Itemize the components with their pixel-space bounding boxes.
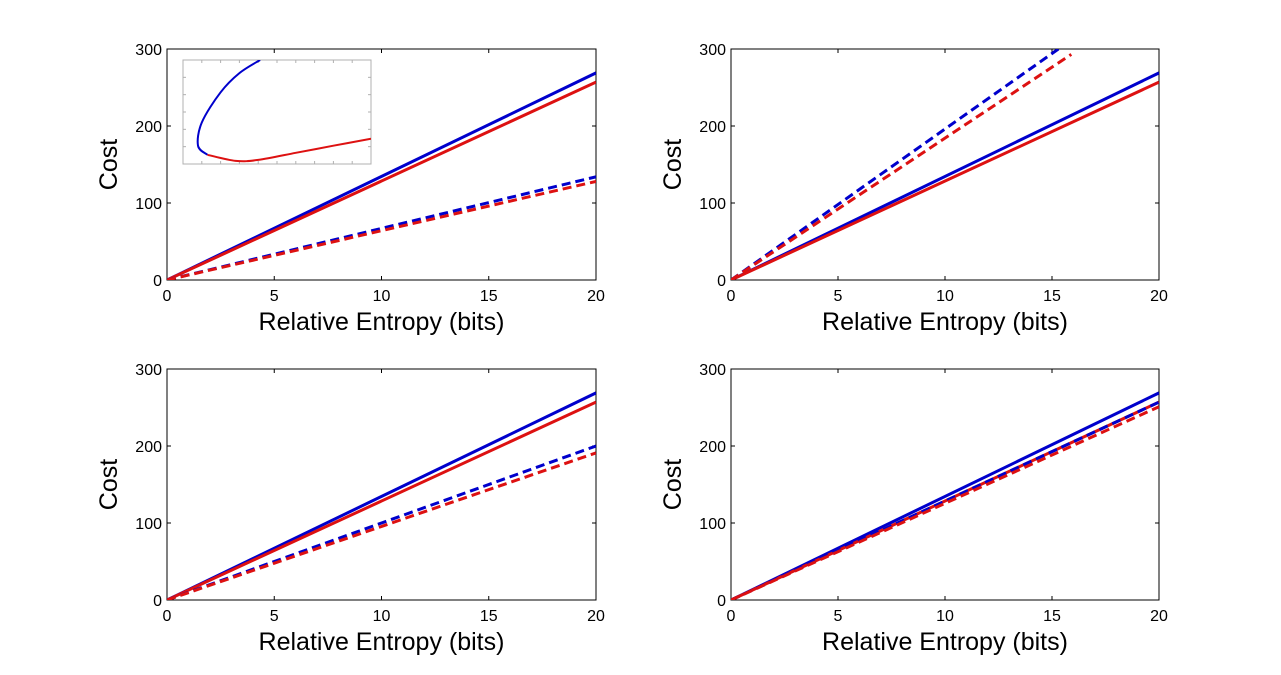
dashed-red-series-line [731, 405, 1159, 600]
x-tick-label: 10 [936, 608, 954, 625]
x-tick-label: 15 [480, 608, 498, 625]
x-tick-label: 5 [270, 288, 279, 305]
x-axis-title: Relative Entropy (bits) [822, 628, 1068, 656]
x-tick-label: 10 [373, 288, 391, 305]
y-tick-label: 100 [135, 516, 162, 533]
y-tick-label: 300 [699, 42, 726, 59]
plot-area [730, 368, 1160, 601]
x-tick-label: 15 [1043, 288, 1061, 305]
x-axis-title: Relative Entropy (bits) [259, 308, 505, 336]
inset-red-curve [207, 137, 371, 163]
x-tick-label: 0 [727, 608, 736, 625]
x-tick-label: 10 [373, 608, 391, 625]
solid-red-series-line [167, 400, 596, 600]
dashed-blue-series-line [167, 175, 596, 280]
x-tick-label: 0 [163, 608, 172, 625]
dashed-red-series-line [167, 451, 596, 600]
y-tick-label: 300 [699, 362, 726, 379]
y-tick-label: 200 [699, 119, 726, 136]
x-tick-label: 20 [587, 608, 605, 625]
y-tick-label: 0 [153, 593, 162, 610]
x-tick-label: 5 [834, 608, 843, 625]
x-tick-label: 15 [1043, 608, 1061, 625]
dashed-red-series-line [731, 53, 1073, 280]
y-tick-label: 100 [699, 196, 726, 213]
inset-plot [182, 59, 372, 165]
plot-area [166, 368, 597, 601]
y-axis-title: Cost [659, 459, 687, 510]
x-tick-label: 5 [270, 608, 279, 625]
y-axis-title: Cost [95, 459, 123, 510]
y-tick-label: 0 [717, 273, 726, 290]
dashed-blue-series-line [167, 444, 596, 600]
y-tick-label: 300 [135, 42, 162, 59]
solid-red-series-line [731, 80, 1159, 280]
y-tick-label: 200 [135, 119, 162, 136]
y-tick-label: 200 [699, 439, 726, 456]
y-axis-title: Cost [95, 139, 123, 190]
y-axis-title: Cost [659, 139, 687, 190]
x-tick-label: 20 [1150, 608, 1168, 625]
y-tick-label: 100 [699, 516, 726, 533]
inset-blue-curve [196, 60, 261, 156]
dashed-red-series-line [167, 179, 596, 280]
inset-frame [182, 59, 372, 165]
x-tick-label: 0 [163, 288, 172, 305]
series-group [167, 391, 596, 600]
series-group [167, 71, 596, 280]
x-tick-label: 10 [936, 288, 954, 305]
series-group [731, 49, 1159, 280]
y-tick-label: 0 [717, 593, 726, 610]
x-tick-label: 20 [587, 288, 605, 305]
x-tick-label: 5 [834, 288, 843, 305]
x-axis-title: Relative Entropy (bits) [259, 628, 505, 656]
y-tick-label: 0 [153, 273, 162, 290]
plot-area [730, 48, 1160, 281]
x-axis-title: Relative Entropy (bits) [822, 308, 1068, 336]
series-group [731, 391, 1159, 600]
y-tick-label: 300 [135, 362, 162, 379]
x-tick-label: 0 [727, 288, 736, 305]
y-tick-label: 200 [135, 439, 162, 456]
dashed-blue-series-line [731, 49, 1060, 280]
y-tick-label: 100 [135, 196, 162, 213]
x-tick-label: 15 [480, 288, 498, 305]
solid-red-series-line [167, 80, 596, 280]
x-tick-label: 20 [1150, 288, 1168, 305]
